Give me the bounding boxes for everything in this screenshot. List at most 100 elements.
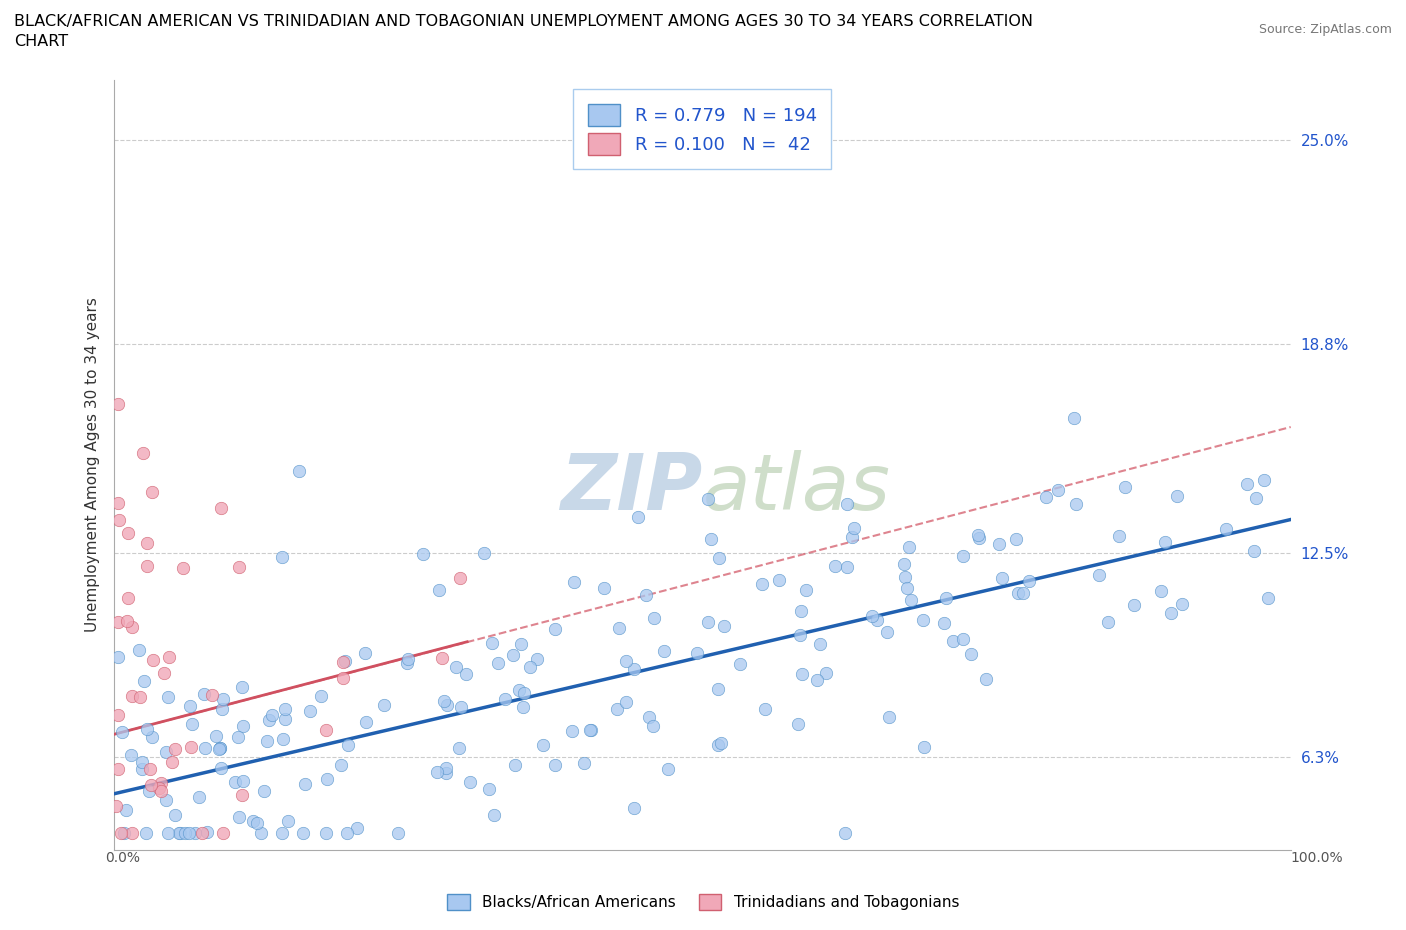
Point [177, 826, 200, 841]
Point [426, 764, 449, 779]
Point [754, 702, 776, 717]
Point [657, 762, 679, 777]
Point [444, 659, 467, 674]
Point [1253, 472, 1275, 487]
Point [354, 715, 377, 730]
Point [508, 683, 530, 698]
Point [134, 673, 156, 688]
Point [271, 826, 294, 841]
Point [299, 703, 322, 718]
Point [1160, 605, 1182, 620]
Point [1063, 410, 1085, 425]
Text: ZIP: ZIP [560, 450, 703, 526]
Point [503, 757, 526, 772]
Point [228, 560, 250, 575]
Point [768, 572, 790, 587]
Point [336, 737, 359, 752]
Point [1150, 583, 1173, 598]
Point [277, 814, 299, 829]
Point [815, 666, 838, 681]
Point [1035, 489, 1057, 504]
Point [373, 698, 395, 712]
Point [208, 740, 231, 755]
Point [472, 546, 495, 561]
Point [107, 396, 129, 411]
Point [180, 716, 202, 731]
Point [519, 660, 541, 675]
Point [232, 718, 254, 733]
Point [412, 546, 434, 561]
Point [1170, 597, 1192, 612]
Point [332, 671, 354, 685]
Point [606, 701, 628, 716]
Point [155, 792, 177, 807]
Point [572, 755, 595, 770]
Point [637, 710, 659, 724]
Point [896, 581, 918, 596]
Point [544, 621, 567, 636]
Point [142, 652, 165, 667]
Point [1215, 522, 1237, 537]
Point [434, 761, 457, 776]
Point [806, 672, 828, 687]
Point [486, 656, 509, 671]
Point [114, 803, 136, 817]
Point [195, 824, 218, 839]
Point [395, 656, 418, 671]
Point [228, 809, 250, 824]
Point [165, 741, 187, 756]
Point [107, 496, 129, 511]
Point [107, 615, 129, 630]
Point [1243, 544, 1265, 559]
Point [434, 765, 457, 780]
Point [1012, 585, 1035, 600]
Point [353, 645, 375, 660]
Point [135, 826, 157, 841]
Point [111, 724, 134, 739]
Point [191, 826, 214, 841]
Point [231, 788, 253, 803]
Point [136, 535, 159, 550]
Point [211, 692, 233, 707]
Point [1108, 528, 1130, 543]
Point [209, 740, 232, 755]
Point [174, 826, 197, 841]
Point [449, 740, 471, 755]
Point [211, 701, 233, 716]
Text: 100.0%: 100.0% [1291, 851, 1343, 865]
Point [454, 667, 477, 682]
Point [257, 713, 280, 728]
Point [396, 651, 419, 666]
Point [183, 826, 205, 841]
Point [607, 620, 630, 635]
Point [188, 790, 211, 804]
Point [253, 784, 276, 799]
Point [315, 826, 337, 841]
Point [1007, 585, 1029, 600]
Point [531, 737, 554, 752]
Point [1097, 615, 1119, 630]
Point [841, 530, 863, 545]
Point [592, 580, 614, 595]
Point [824, 558, 846, 573]
Point [271, 731, 294, 746]
Point [156, 826, 179, 841]
Point [1018, 574, 1040, 589]
Point [262, 708, 284, 723]
Point [481, 635, 503, 650]
Point [1257, 591, 1279, 605]
Point [900, 592, 922, 607]
Point [135, 722, 157, 737]
Point [138, 784, 160, 799]
Point [104, 799, 127, 814]
Point [912, 613, 935, 628]
Point [232, 774, 254, 789]
Point [121, 620, 143, 635]
Text: BLACK/AFRICAN AMERICAN VS TRINIDADIAN AND TOBAGONIAN UNEMPLOYMENT AMONG AGES 30 : BLACK/AFRICAN AMERICAN VS TRINIDADIAN AN… [14, 14, 1033, 29]
Point [139, 777, 162, 792]
Point [121, 688, 143, 703]
Point [246, 816, 269, 830]
Point [1114, 480, 1136, 495]
Point [837, 559, 859, 574]
Point [967, 530, 990, 545]
